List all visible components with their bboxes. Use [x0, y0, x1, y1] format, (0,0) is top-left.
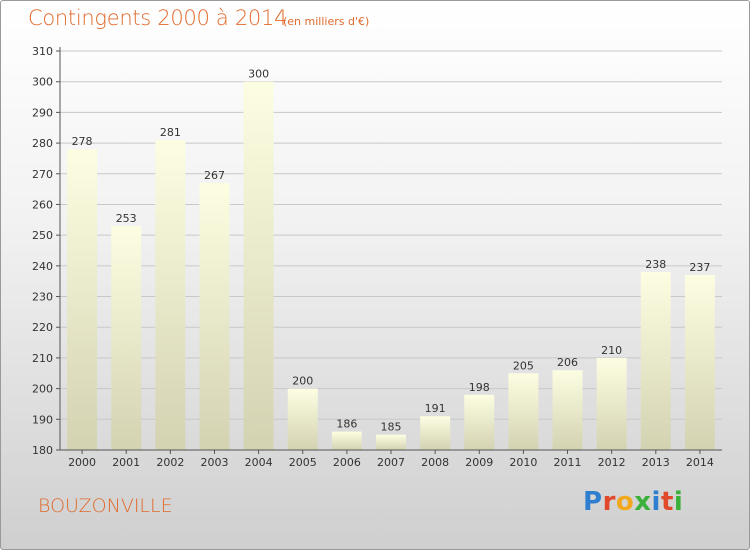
- y-tick-label: 310: [32, 45, 53, 58]
- bar-2009: [464, 394, 495, 450]
- y-tick-label: 290: [32, 106, 53, 119]
- axes: [56, 47, 722, 454]
- x-tick-label: 2001: [112, 456, 140, 469]
- logo-letter: r: [602, 487, 616, 517]
- value-label-2008: 191: [425, 402, 446, 415]
- bar-2014: [684, 275, 715, 450]
- y-tick-label: 230: [32, 291, 53, 304]
- y-tick-label: 260: [32, 198, 53, 211]
- logo-letter: i: [673, 487, 684, 517]
- value-label-2003: 267: [204, 169, 225, 182]
- x-tick-label: 2000: [68, 456, 96, 469]
- y-tick-label: 270: [32, 168, 53, 181]
- x-tick-label: 2007: [377, 456, 405, 469]
- bar-2001: [111, 225, 142, 450]
- value-label-2009: 198: [469, 381, 490, 394]
- bar-2011: [552, 370, 583, 450]
- logo-letter: P: [583, 487, 603, 517]
- chart-title: Contingents 2000 à 2014: [28, 6, 288, 30]
- bar-2008: [420, 416, 451, 450]
- bar-2002: [155, 140, 186, 450]
- value-label-2013: 238: [645, 258, 666, 271]
- logo-letter: i: [651, 487, 661, 517]
- proxiti-logo: Proxiti: [583, 487, 683, 517]
- y-tick-label: 240: [32, 260, 53, 273]
- logo-letter: t: [660, 487, 674, 517]
- labels: 180 190 200 210 220 230 240 250 260 270 280 290 300 3…: [32, 45, 714, 469]
- value-label-2007: 185: [381, 421, 402, 434]
- bar-2003: [199, 182, 230, 450]
- y-tick-label: 200: [32, 383, 53, 396]
- x-tick-label: 2011: [554, 456, 582, 469]
- bars: [67, 81, 715, 450]
- x-tick-label: 2008: [421, 456, 449, 469]
- bar-2006: [331, 431, 362, 450]
- value-label-2004: 300: [248, 68, 269, 81]
- value-label-2001: 253: [116, 212, 137, 225]
- x-tick-label: 2014: [686, 456, 714, 469]
- value-label-2000: 278: [72, 135, 93, 148]
- y-tick-label: 280: [32, 137, 53, 150]
- bar-2012: [596, 357, 627, 450]
- bar-2007: [376, 434, 406, 450]
- bar-2004: [243, 81, 274, 450]
- value-label-2011: 206: [557, 356, 578, 369]
- x-tick-label: 2006: [333, 456, 361, 469]
- x-tick-label: 2002: [156, 456, 184, 469]
- x-tick-label: 2003: [200, 456, 228, 469]
- x-tick-label: 2012: [598, 456, 626, 469]
- y-tick-label: 220: [32, 321, 53, 334]
- place-name: BOUZONVILLE: [38, 495, 173, 517]
- x-tick-label: 2009: [465, 456, 493, 469]
- logo-letter: o: [615, 487, 635, 517]
- bar-2010: [508, 373, 539, 450]
- value-label-2005: 200: [292, 375, 313, 388]
- y-tick-label: 300: [32, 76, 53, 89]
- value-label-2006: 186: [336, 418, 357, 431]
- value-label-2012: 210: [601, 344, 622, 357]
- bar-2000: [67, 149, 98, 450]
- x-tick-label: 2013: [642, 456, 670, 469]
- chart-subtitle: (en milliers d'€): [283, 15, 370, 28]
- bar-2005: [287, 388, 318, 450]
- logo-letter: x: [634, 487, 652, 517]
- y-tick-label: 250: [32, 229, 53, 242]
- x-tick-label: 2010: [509, 456, 537, 469]
- y-tick-label: 180: [32, 444, 53, 457]
- x-tick-label: 2005: [289, 456, 317, 469]
- y-tick-label: 190: [32, 413, 53, 426]
- value-label-2010: 205: [513, 359, 534, 372]
- x-tick-label: 2004: [245, 456, 273, 469]
- y-tick-label: 210: [32, 352, 53, 365]
- bar-2013: [640, 271, 671, 450]
- value-label-2002: 281: [160, 126, 181, 139]
- value-label-2014: 237: [689, 261, 710, 274]
